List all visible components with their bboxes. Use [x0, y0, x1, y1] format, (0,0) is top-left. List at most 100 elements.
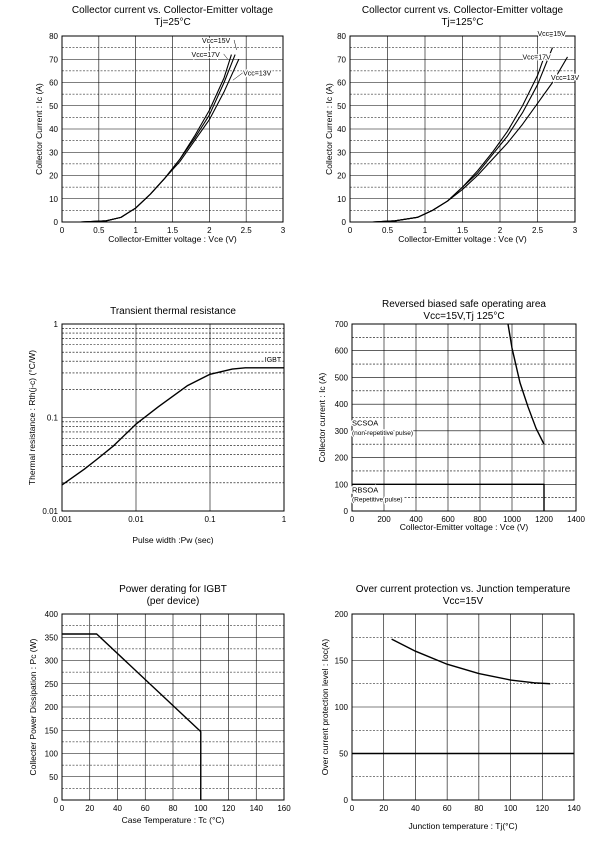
y-tick-label: 400 — [335, 400, 349, 409]
x-tick-label: 140 — [567, 804, 581, 813]
plot-frame — [351, 323, 577, 512]
x-axis-label: Junction temperature : Tj(°C) — [408, 821, 517, 831]
chart-subtitle: Vcc=15V — [443, 596, 484, 607]
y-tick-label: 70 — [337, 55, 346, 64]
series-line-vcc-17v — [372, 54, 546, 223]
x-tick-label: 80 — [169, 804, 178, 813]
y-tick-label: 50 — [339, 750, 348, 759]
x-tick-label: 1.5 — [457, 226, 469, 235]
x-tick-label: 20 — [85, 804, 94, 813]
annotation-repetitive-pulse: (Repetitive pulse) — [352, 497, 403, 504]
x-axis-label: Collector-Emitter voltage : Vce (V) — [400, 522, 529, 532]
y-tick-label: 200 — [335, 610, 349, 619]
series-label: Vcc=17V — [192, 52, 221, 59]
x-tick-label: 0 — [60, 226, 65, 235]
y-tick-label: 300 — [335, 427, 349, 436]
x-tick-label: 3 — [281, 226, 286, 235]
label-leader — [232, 72, 244, 81]
x-tick-label: 0.1 — [204, 515, 216, 524]
series-line-1 — [391, 638, 551, 685]
label-leader — [537, 32, 555, 37]
y-tick-label: 30 — [49, 148, 58, 157]
y-tick-label: 200 — [335, 454, 349, 463]
x-tick-label: 1200 — [535, 515, 553, 524]
x-tick-label: 120 — [536, 804, 550, 813]
plot-frame — [61, 323, 285, 512]
chart-title: Transient thermal resistance — [110, 306, 236, 317]
x-tick-label: 1 — [282, 515, 287, 524]
x-tick-label: 1.5 — [167, 226, 179, 235]
y-tick-label: 80 — [49, 32, 58, 41]
y-tick-label: 0 — [54, 796, 59, 805]
y-tick-label: 150 — [335, 657, 349, 666]
y-tick-label: 0 — [344, 507, 349, 516]
y-axis-label: Collector current : Ic (A) — [317, 372, 327, 462]
y-tick-label: 0 — [344, 796, 349, 805]
annotation-rbsoa: RBSOA — [352, 485, 378, 494]
y-tick-label: 80 — [337, 32, 346, 41]
y-tick-label: 200 — [45, 703, 59, 712]
x-axis-label: Case Temperature : Tc (°C) — [122, 815, 225, 825]
y-tick-label: 50 — [49, 773, 58, 782]
grid — [351, 323, 577, 512]
y-tick-label: 100 — [335, 703, 349, 712]
y-axis-label: Collecter Power Dissipation : Pc (W) — [28, 638, 38, 775]
series-line-vcc-13v — [80, 59, 240, 223]
chart-2: Collector current vs. Collector-Emitter … — [324, 5, 581, 244]
grid — [61, 324, 284, 512]
grid — [61, 35, 284, 223]
chart-title: Over current protection vs. Junction tem… — [356, 584, 571, 595]
series-label: Vcc=15V — [538, 31, 567, 38]
y-tick-label: 100 — [45, 750, 59, 759]
y-tick-label: 50 — [337, 102, 346, 111]
series-label: Vcc=13V — [243, 71, 272, 78]
chart-title: Collector current vs. Collector-Emitter … — [72, 5, 274, 16]
x-tick-label: 600 — [441, 515, 455, 524]
chart-title: Collector current vs. Collector-Emitter … — [362, 5, 564, 16]
x-tick-label: 2.5 — [532, 226, 544, 235]
chart-4: Reversed biased safe operating areaVcc=1… — [317, 299, 585, 532]
x-tick-label: 800 — [473, 515, 487, 524]
annotation-non-repetitive-pulse: (non-repetitive pulse) — [352, 430, 413, 437]
x-tick-label: 0 — [350, 804, 355, 813]
series-line-igbt — [61, 367, 284, 486]
label-leader — [550, 76, 559, 79]
chart-5: Power derating for IGBT(per device) 0 20 40… — [28, 584, 291, 825]
x-tick-label: 20 — [379, 804, 388, 813]
chart-6: Over current protection vs. Junction tem… — [320, 584, 581, 831]
plot-frame — [61, 613, 285, 801]
x-tick-label: 100 — [504, 804, 518, 813]
y-tick-label: 20 — [49, 172, 58, 181]
x-tick-label: 60 — [141, 804, 150, 813]
x-tick-label: 400 — [409, 515, 423, 524]
y-tick-label: 60 — [49, 79, 58, 88]
x-tick-label: 120 — [222, 804, 236, 813]
y-axis-label: Collector Current : Ic (A) — [34, 83, 44, 175]
x-tick-label: 3 — [573, 226, 578, 235]
y-tick-label: 0.1 — [47, 414, 59, 423]
y-axis-label: Thermal resistance : Rth(j-c) (°C/W) — [27, 350, 37, 485]
y-tick-label: 40 — [337, 125, 346, 134]
y-tick-label: 150 — [45, 726, 59, 735]
chart-subtitle: Tj=25°C — [154, 17, 191, 28]
chart-title: Reversed biased safe operating area — [382, 299, 546, 310]
series-line-scsoa — [507, 323, 545, 445]
y-tick-label: 300 — [45, 657, 59, 666]
plot-frame — [349, 35, 576, 223]
y-tick-label: 400 — [45, 610, 59, 619]
x-tick-label: 160 — [277, 804, 291, 813]
y-tick-label: 500 — [335, 373, 349, 382]
x-tick-label: 40 — [113, 804, 122, 813]
chart-title: Power derating for IGBT — [119, 584, 227, 595]
y-tick-label: 30 — [337, 148, 346, 157]
x-tick-label: 2.5 — [241, 226, 253, 235]
y-tick-label: 700 — [335, 320, 349, 329]
chart-subtitle: Tj=125°C — [441, 17, 483, 28]
y-tick-label: 20 — [337, 172, 346, 181]
series-line-vcc-17v — [80, 54, 232, 223]
plot-frame — [61, 35, 284, 223]
x-tick-label: 1 — [423, 226, 428, 235]
chart-subtitle: Vcc=15V,Tj 125°C — [423, 311, 504, 322]
y-axis-label: Over current protection level : Ioc(A) — [320, 639, 330, 776]
label-leader — [223, 53, 228, 60]
